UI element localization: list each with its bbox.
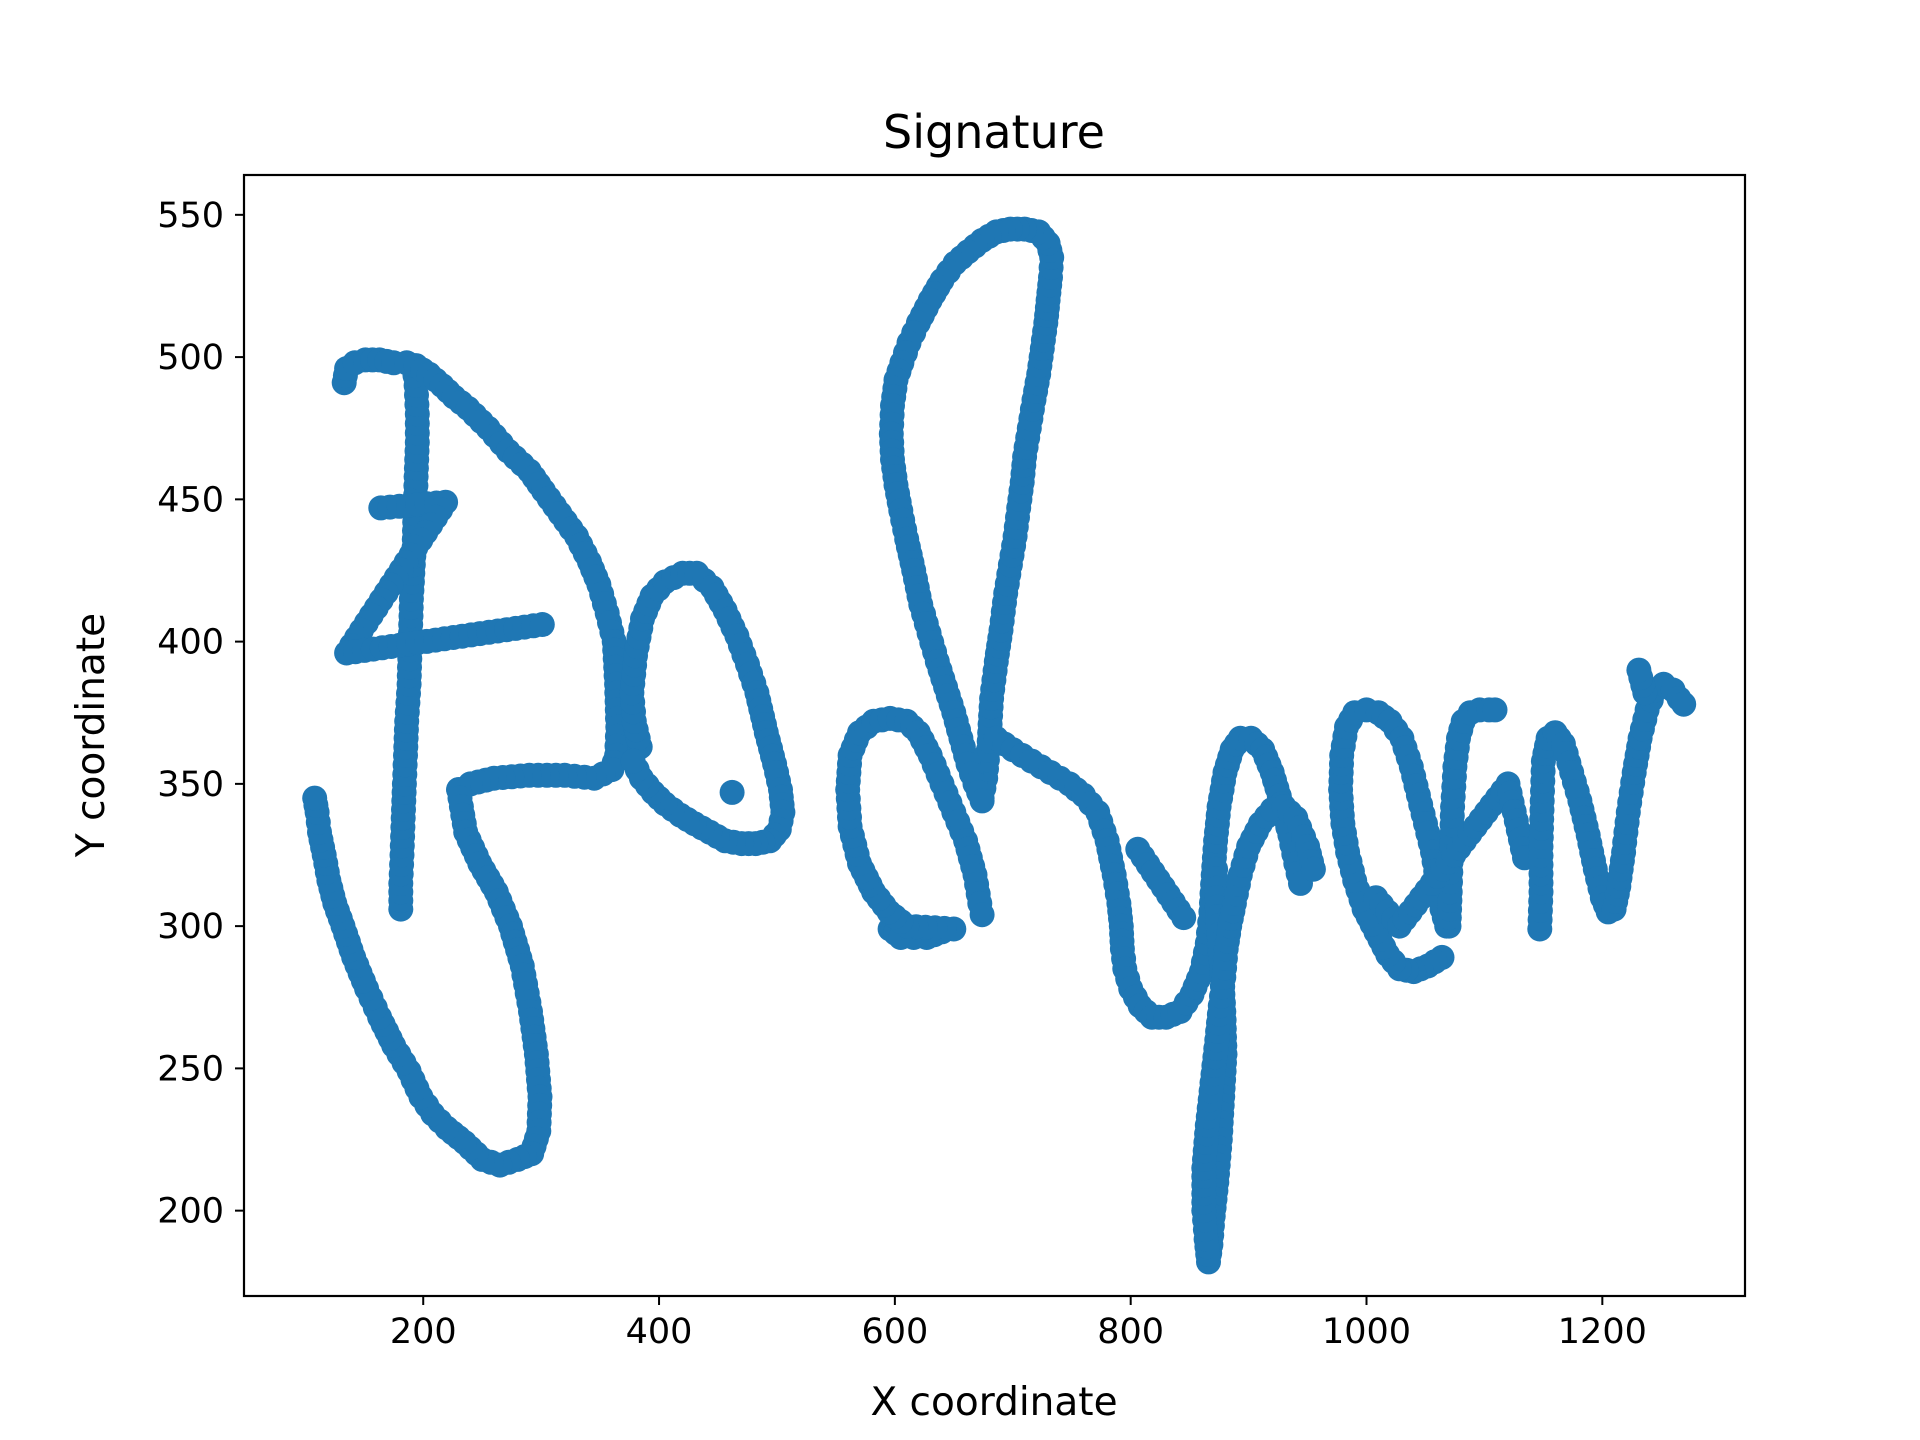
y-axis-label: Y coordinate <box>69 613 114 858</box>
scatter-point <box>1626 657 1652 683</box>
scatter-point <box>620 748 646 774</box>
y-tick-label: 500 <box>157 338 224 378</box>
scatter-point <box>1671 691 1697 717</box>
y-tick-label: 200 <box>157 1192 224 1232</box>
x-tick-label: 200 <box>390 1312 457 1352</box>
x-tick-label: 1200 <box>1558 1312 1647 1352</box>
scatter-point <box>1171 905 1197 931</box>
y-tick-label: 550 <box>157 196 224 236</box>
scatter-point <box>1300 856 1326 882</box>
x-axis: 200 400 600 800 1000 1200 <box>390 1296 1647 1352</box>
scatter-point <box>969 902 995 928</box>
y-axis: 200 250 300 350 400 450 500 550 <box>157 196 244 1232</box>
plot-frame <box>242 173 1747 1298</box>
scatter-point <box>529 612 555 637</box>
y-tick-label: 450 <box>157 480 224 520</box>
x-axis-label: X coordinate <box>870 1380 1117 1425</box>
x-tick-label: 800 <box>1097 1312 1164 1352</box>
x-tick-label: 1000 <box>1322 1312 1411 1352</box>
scatter-points <box>302 216 1697 1275</box>
y-tick-label: 350 <box>157 765 224 805</box>
scatter-point <box>719 779 745 805</box>
x-tick-label: 600 <box>861 1312 928 1352</box>
scatter-point <box>1482 697 1508 723</box>
y-tick-label: 250 <box>157 1049 224 1089</box>
scatter-point <box>969 788 995 814</box>
chart-title: Signature <box>883 105 1105 159</box>
x-tick-label: 400 <box>626 1312 693 1352</box>
y-tick-label: 300 <box>157 907 224 947</box>
y-tick-label: 400 <box>157 623 224 663</box>
scatter-point <box>302 785 328 811</box>
